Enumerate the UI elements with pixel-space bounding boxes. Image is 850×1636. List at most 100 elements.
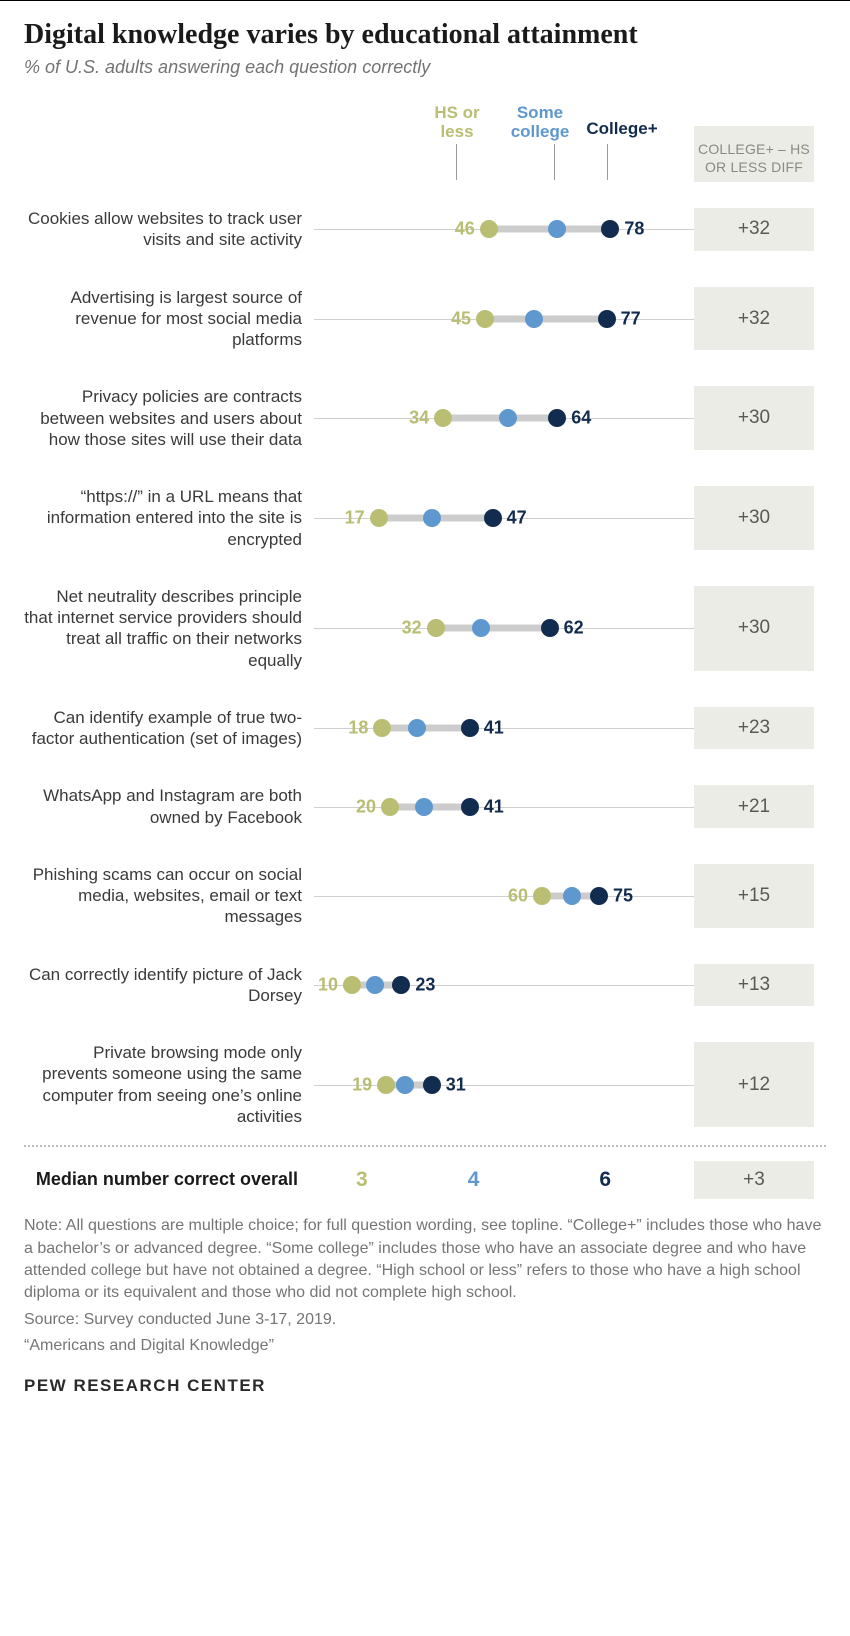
value-college: 77 [621,308,641,329]
row-plot: 3262 [314,616,694,640]
chart-container: Digital knowledge varies by educational … [0,0,850,1414]
data-row: WhatsApp and Instagram are both owned by… [24,767,826,846]
dot-college [423,1076,441,1094]
value-hs: 46 [455,219,475,240]
diff-value: +23 [694,707,814,750]
dot-college [541,619,559,637]
data-row: Cookies allow websites to track user vis… [24,190,826,269]
diff-value: +30 [694,486,814,550]
dot-hs [377,1076,395,1094]
dot-college [548,409,566,427]
row-plot: 1841 [314,716,694,740]
value-hs: 60 [508,885,528,906]
row-plot: 10 23 [314,973,694,997]
row-label: Privacy policies are contracts between w… [24,386,314,450]
row-label: Private browsing mode only prevents some… [24,1042,314,1127]
value-hs: 45 [451,308,471,329]
dot-some [408,719,426,737]
row-plot: 60 75 [314,884,694,908]
diff-value: +21 [694,785,814,828]
chart-title: Digital knowledge varies by educational … [24,19,826,51]
dot-some [525,310,543,328]
row-plot: 1931 [314,1073,694,1097]
median-diff: +3 [743,1169,765,1191]
data-row: Can identify example of true two-factor … [24,689,826,768]
value-college: 78 [624,219,644,240]
value-hs: 18 [348,718,368,739]
dot-some [423,509,441,527]
diff-value: +13 [694,964,814,1007]
header-row: HS or less Some college College+ COLLEGE… [24,102,826,182]
row-plot: 34 64 [314,406,694,430]
dot-college [461,719,479,737]
row-plot: 46 78 [314,217,694,241]
dot-some [548,220,566,238]
value-hs: 19 [352,1074,372,1095]
diff-value: +15 [694,864,814,928]
row-label: Phishing scams can occur on social media… [24,864,314,928]
dot-college [601,220,619,238]
median-label: Median number correct overall [24,1169,314,1191]
value-college: 75 [613,885,633,906]
median-hs: 3 [356,1168,368,1192]
dot-hs [434,409,452,427]
value-hs: 34 [409,408,429,429]
value-college: 23 [415,974,435,995]
value-college: 64 [571,408,591,429]
row-label: Can correctly identify picture of Jack D… [24,964,314,1007]
dot-some [366,976,384,994]
value-college: 41 [484,718,504,739]
diff-value: +30 [694,386,814,450]
row-label: Net neutrality describes principle that … [24,586,314,671]
chart-area: HS or less Some college College+ COLLEGE… [24,102,826,1209]
data-row: Advertising is largest source of revenue… [24,269,826,369]
dot-college [461,798,479,816]
dot-college [484,509,502,527]
value-college: 47 [507,508,527,529]
footnote: Note: All questions are multiple choice;… [24,1215,826,1305]
value-hs: 20 [356,796,376,817]
data-row: “https://” in a URL means that informati… [24,468,826,568]
diff-value: +12 [694,1042,814,1127]
dot-hs [373,719,391,737]
legend: HS or less Some college College+ [314,102,694,182]
value-hs: 17 [345,508,365,529]
median-row: Median number correct overall 3 4 6 +3 [24,1147,826,1209]
dot-hs [370,509,388,527]
rows-container: Cookies allow websites to track user vis… [24,190,826,1145]
diff-value: +32 [694,208,814,251]
source-line: Source: Survey conducted June 3-17, 2019… [24,1309,826,1331]
legend-college-label: College+ [582,120,662,139]
dot-hs [480,220,498,238]
row-plot: 45 77 [314,307,694,331]
diff-value: +30 [694,586,814,671]
median-college: 6 [599,1168,611,1192]
value-college: 41 [484,796,504,817]
median-some: 4 [468,1168,480,1192]
median-values: 3 4 6 [314,1168,694,1192]
data-row: Phishing scams can occur on social media… [24,846,826,946]
dot-hs [381,798,399,816]
value-college: 62 [564,618,584,639]
study-line: “Americans and Digital Knowledge” [24,1335,826,1357]
value-hs: 10 [318,974,338,995]
org-footer: PEW RESEARCH CENTER [24,1376,826,1396]
dot-college [392,976,410,994]
dot-college [598,310,616,328]
row-label: Cookies allow websites to track user vis… [24,208,314,251]
row-label: Can identify example of true two-factor … [24,707,314,750]
dot-some [499,409,517,427]
row-plot: 2041 [314,795,694,819]
data-row: Privacy policies are contracts between w… [24,368,826,468]
chart-subtitle: % of U.S. adults answering each question… [24,57,826,78]
legend-hs-label: HS or less [422,104,492,141]
legend-some-label: Some college [500,104,580,141]
row-label: WhatsApp and Instagram are both owned by… [24,785,314,828]
dot-college [590,887,608,905]
dot-hs [343,976,361,994]
dot-some [415,798,433,816]
dot-hs [476,310,494,328]
dot-some [563,887,581,905]
data-row: Net neutrality describes principle that … [24,568,826,689]
diff-header: COLLEGE+ – HS OR LESS DIFF [698,140,810,176]
